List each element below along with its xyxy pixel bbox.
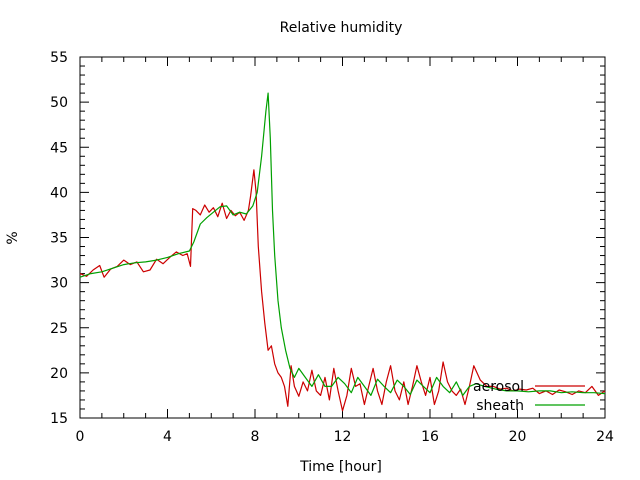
- x-tick-label: 20: [509, 429, 527, 445]
- y-tick-label: 25: [50, 321, 68, 337]
- series-line-aerosol: [79, 169, 606, 412]
- legend: aerosol sheath: [473, 379, 585, 414]
- y-tick-label: 15: [50, 411, 68, 427]
- y-axis-label: %: [5, 231, 21, 244]
- y-tick-label: 50: [50, 95, 68, 111]
- axes: 0 4 8 12 16 20 24 15 20 25 30 35 40 45 50 55: [50, 50, 614, 445]
- plot-frame: [79, 56, 606, 419]
- x-tick-label: 4: [163, 429, 172, 445]
- chart-title: Relative humidity: [280, 20, 403, 36]
- y-tick-label: 40: [50, 185, 68, 201]
- y-tick-label: 55: [50, 50, 68, 66]
- y-tick-label: 35: [50, 231, 68, 247]
- y-tick-label: 20: [50, 366, 68, 382]
- legend-label-aerosol: aerosol: [473, 379, 524, 395]
- series-line-sheath: [79, 92, 606, 396]
- series-lines: [79, 92, 606, 412]
- x-tick-label: 0: [76, 429, 85, 445]
- x-axis-label: Time [hour]: [299, 459, 382, 475]
- legend-label-sheath: sheath: [476, 398, 524, 414]
- x-tick-label: 24: [596, 429, 614, 445]
- x-tick-label: 8: [251, 429, 260, 445]
- x-tick-label: 12: [334, 429, 352, 445]
- y-tick-label: 45: [50, 140, 68, 156]
- x-tick-label: 16: [421, 429, 439, 445]
- y-tick-label: 30: [50, 276, 68, 292]
